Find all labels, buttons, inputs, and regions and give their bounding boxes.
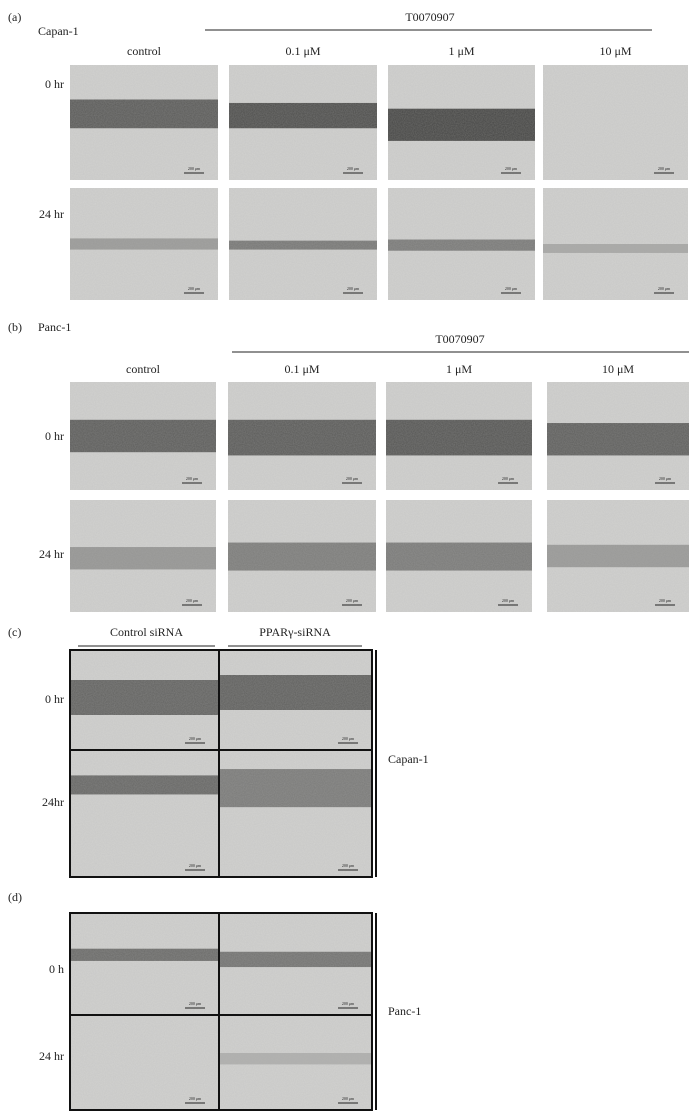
row-label: 0 hr [45,692,64,706]
column-header: Control siRNA [110,625,183,639]
row-label: 0 hr [45,77,64,91]
texture [70,65,218,180]
texture [543,65,688,180]
scale-bar-label: 200 μm [658,286,671,291]
cell-line: Panc-1 [38,320,71,334]
scale-bar-label: 200 μm [342,736,355,741]
column-header: 1 μM [446,362,472,376]
scale-bar-label: 200 μm [186,598,199,603]
column-header: PPARγ-siRNA [259,625,331,639]
treatment: T0070907 [405,10,454,24]
texture [386,500,532,612]
scale-bar-label: 200 μm [189,863,202,868]
row-label: 24 hr [39,207,64,221]
panel-label: (c) [8,625,21,639]
scale-bar-label: 200 μm [186,476,199,481]
scale-bar-label: 200 μm [342,1096,355,1101]
texture [228,500,376,612]
texture [70,500,216,612]
column-header: 0.1 μM [284,362,319,376]
texture [228,382,376,490]
scale-bar-label: 200 μm [502,598,515,603]
panel-label: (d) [8,890,22,904]
texture [388,188,535,300]
scale-bar-label: 200 μm [342,863,355,868]
texture [229,65,377,180]
treatment: T0070907 [435,332,484,346]
row-label: 24 hr [39,1049,64,1063]
side-label: Panc-1 [388,1004,421,1018]
texture [219,750,372,877]
texture [229,188,377,300]
scale-bar-label: 200 μm [347,286,360,291]
scale-bar-label: 200 μm [505,166,518,171]
figure: (a) Capan-1 T0070907 control 200 μm 200 μm 0.1… [0,0,689,1113]
scale-bar-label: 200 μm [189,1001,202,1006]
texture [547,382,689,490]
row-label: 24hr [42,795,64,809]
texture [70,750,219,877]
texture [219,913,372,1015]
scale-bar-label: 200 μm [189,736,202,741]
texture [70,913,219,1015]
column-header: 0.1 μM [285,44,320,58]
column-header: 10 μM [602,362,634,376]
cell-line: Capan-1 [38,24,79,38]
column-header: 10 μM [599,44,631,58]
texture [543,188,688,300]
row-label: 0 hr [45,429,64,443]
scale-bar-label: 200 μm [505,286,518,291]
row-label: 0 h [49,962,64,976]
texture [70,382,216,490]
scale-bar-label: 200 μm [658,166,671,171]
column-header: control [127,44,162,58]
panel-label: (b) [8,320,22,334]
scale-bar-label: 200 μm [346,476,359,481]
texture [388,65,535,180]
texture [70,188,218,300]
scale-bar-label: 200 μm [659,476,672,481]
column-header: 1 μM [448,44,474,58]
side-label: Capan-1 [388,752,429,766]
scale-bar-label: 200 μm [189,1096,202,1101]
texture [386,382,532,490]
scale-bar-label: 200 μm [188,166,201,171]
scale-bar-label: 200 μm [188,286,201,291]
row-label: 24 hr [39,547,64,561]
scale-bar-label: 200 μm [347,166,360,171]
panel-label: (a) [8,10,21,24]
texture [547,500,689,612]
scale-bar-label: 200 μm [659,598,672,603]
column-header: control [126,362,161,376]
scale-bar-label: 200 μm [502,476,515,481]
scale-bar-label: 200 μm [342,1001,355,1006]
scale-bar-label: 200 μm [346,598,359,603]
